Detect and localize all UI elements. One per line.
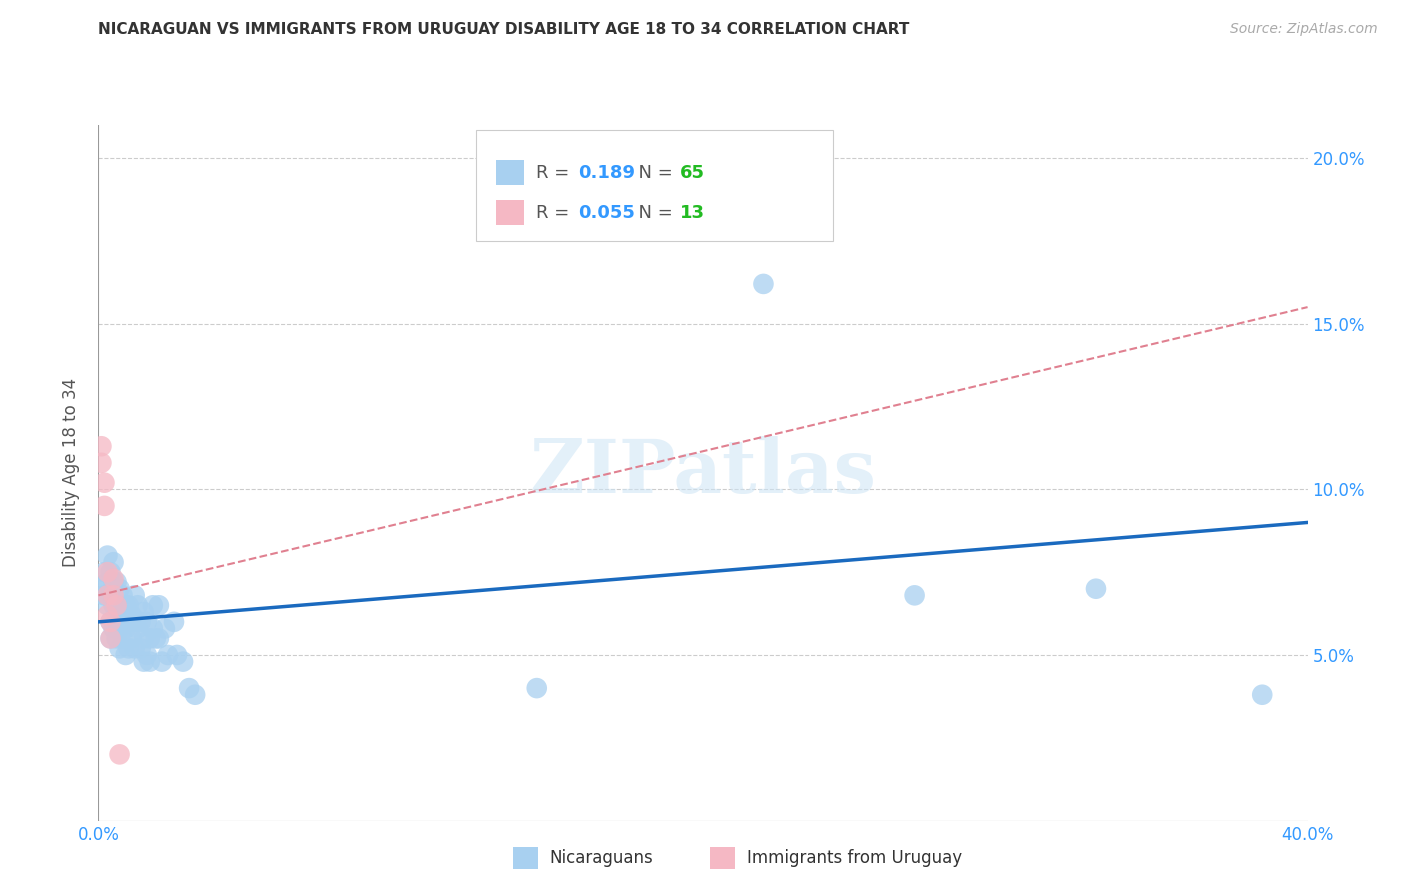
Point xyxy=(127,599,149,613)
Point xyxy=(127,622,149,636)
Point xyxy=(103,575,125,590)
Text: R =: R = xyxy=(536,203,575,222)
Point xyxy=(142,599,165,613)
Text: N =: N = xyxy=(627,203,679,222)
Point xyxy=(129,615,152,629)
Point xyxy=(114,599,136,613)
Point xyxy=(103,588,125,602)
Point xyxy=(108,605,131,619)
Point xyxy=(96,599,118,613)
Point xyxy=(103,572,125,586)
Point xyxy=(118,599,141,613)
Point xyxy=(105,632,128,646)
Point xyxy=(111,608,134,623)
Point xyxy=(100,565,122,579)
Point xyxy=(132,655,155,669)
Point xyxy=(184,688,207,702)
Point xyxy=(156,648,179,662)
Point xyxy=(90,582,112,596)
Point xyxy=(139,632,162,646)
Point xyxy=(135,648,157,662)
Text: R =: R = xyxy=(536,164,575,182)
Point xyxy=(132,605,155,619)
Point xyxy=(105,575,128,590)
Point xyxy=(108,622,131,636)
Point xyxy=(90,456,112,470)
Point xyxy=(111,588,134,602)
Text: Nicaraguans: Nicaraguans xyxy=(550,849,654,867)
Point xyxy=(752,277,775,291)
Point xyxy=(114,648,136,662)
Point xyxy=(118,641,141,656)
Point xyxy=(93,475,115,490)
Point xyxy=(148,599,170,613)
Point xyxy=(150,655,173,669)
Point xyxy=(139,655,162,669)
Point xyxy=(100,588,122,602)
Point xyxy=(179,681,201,695)
Point xyxy=(135,615,157,629)
Point xyxy=(111,632,134,646)
Point xyxy=(96,565,118,579)
Point xyxy=(1251,688,1274,702)
Point xyxy=(108,582,131,596)
Point xyxy=(93,499,115,513)
Point xyxy=(100,632,122,646)
Point xyxy=(103,599,125,613)
Point xyxy=(96,608,118,623)
Point xyxy=(100,632,122,646)
Point xyxy=(96,575,118,590)
Point xyxy=(93,565,115,579)
Point xyxy=(105,599,128,613)
Point xyxy=(103,622,125,636)
Point xyxy=(93,588,115,602)
Point xyxy=(121,608,143,623)
Text: 65: 65 xyxy=(681,164,706,182)
Text: Immigrants from Uruguay: Immigrants from Uruguay xyxy=(747,849,962,867)
Point xyxy=(108,747,131,762)
Point xyxy=(166,648,188,662)
Point xyxy=(96,549,118,563)
Point xyxy=(526,681,548,695)
Text: N =: N = xyxy=(627,164,679,182)
Point xyxy=(105,599,128,613)
Point xyxy=(142,622,165,636)
Point xyxy=(96,588,118,602)
Point xyxy=(114,622,136,636)
Point xyxy=(1085,582,1108,596)
Point xyxy=(100,615,122,629)
Point xyxy=(904,588,927,602)
Text: Source: ZipAtlas.com: Source: ZipAtlas.com xyxy=(1230,22,1378,37)
Point xyxy=(145,632,167,646)
Point xyxy=(121,632,143,646)
Point xyxy=(124,641,146,656)
Text: 0.189: 0.189 xyxy=(578,164,634,182)
Point xyxy=(108,641,131,656)
Point xyxy=(100,615,122,629)
Point xyxy=(90,439,112,453)
Point xyxy=(124,615,146,629)
Point xyxy=(148,632,170,646)
Point xyxy=(118,615,141,629)
Text: NICARAGUAN VS IMMIGRANTS FROM URUGUAY DISABILITY AGE 18 TO 34 CORRELATION CHART: NICARAGUAN VS IMMIGRANTS FROM URUGUAY DI… xyxy=(98,22,910,37)
Point xyxy=(132,632,155,646)
Point xyxy=(103,555,125,569)
Point xyxy=(163,615,186,629)
Y-axis label: Disability Age 18 to 34: Disability Age 18 to 34 xyxy=(62,378,80,567)
Point xyxy=(153,622,176,636)
Text: ZIPatlas: ZIPatlas xyxy=(530,436,876,509)
Text: 0.055: 0.055 xyxy=(578,203,634,222)
Point xyxy=(129,641,152,656)
Point xyxy=(172,655,194,669)
Point xyxy=(124,588,146,602)
Point xyxy=(105,615,128,629)
Text: 13: 13 xyxy=(681,203,706,222)
